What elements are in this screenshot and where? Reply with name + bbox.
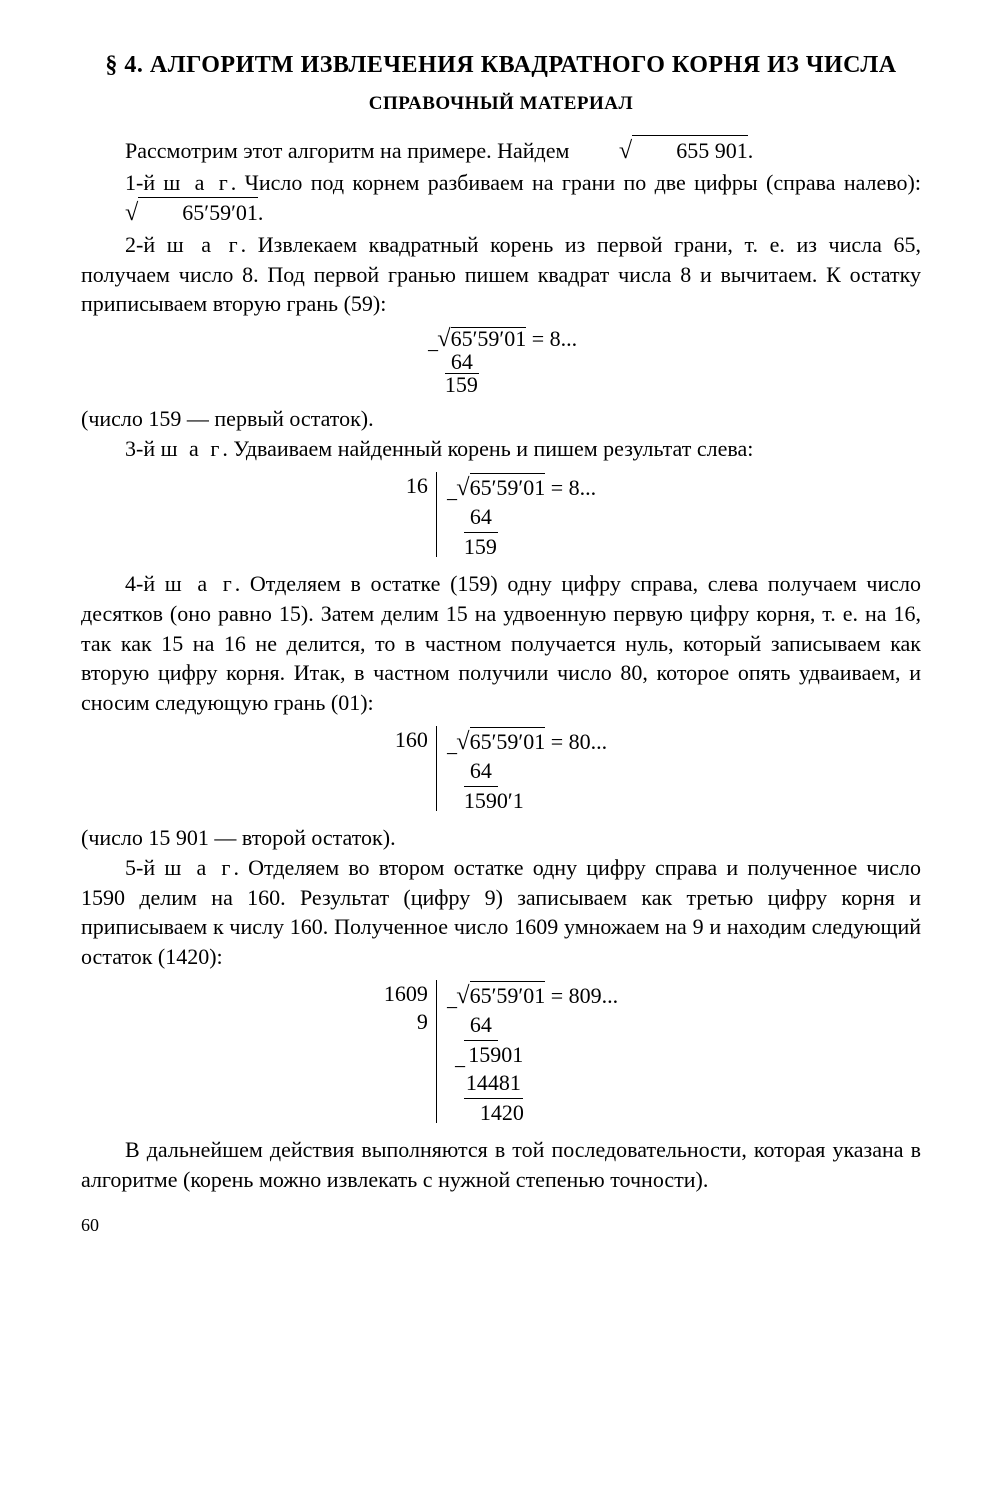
text: 4-й <box>125 571 165 596</box>
text: Рассмотрим этот алгоритм на примере. Най… <box>125 138 575 163</box>
paragraph: 3-й ш а г. Удваиваем найденный корень и … <box>81 434 921 464</box>
paragraph: 4-й ш а г. Отделяем в остатке (159) одну… <box>81 569 921 717</box>
step-label: ш а г <box>167 232 241 257</box>
paragraph: В дальнейшем действия выполняются в той … <box>81 1135 921 1194</box>
paragraph: (число 15 901 — второй остаток). <box>81 823 921 853</box>
text: 2-й <box>125 232 167 257</box>
paragraph: 5-й ш а г. Отделяем во втором остатке од… <box>81 853 921 972</box>
sqrt-expression: √655 901 <box>575 135 748 168</box>
text: . Число под корнем разбиваем на грани по… <box>231 170 921 195</box>
sqrt-expression: √65′59′01 <box>81 197 258 230</box>
text: . Удваиваем найденный корень и пишем рез… <box>222 436 753 461</box>
paragraph: (число 159 — первый остаток). <box>81 404 921 434</box>
text: 3-й <box>125 436 161 461</box>
step-label: ш а г <box>164 855 233 880</box>
calculation-2: 16 −√65′59′01 = 8... 64 159 <box>81 472 921 562</box>
calculation-4: 1609 9 −√65′59′01 = 809... 64 −15901 144… <box>81 980 921 1128</box>
calculation-3: 160 −√65′59′01 = 80... 64 1590′1 <box>81 726 921 816</box>
step-label: ш а г <box>161 436 223 461</box>
text: . <box>258 200 264 225</box>
paragraph: 2-й ш а г. Извлекаем квадратный корень и… <box>81 230 921 319</box>
page-title: § 4. АЛГОРИТМ ИЗВЛЕЧЕНИЯ КВАДРАТНОГО КОР… <box>81 50 921 81</box>
text: 1-й <box>125 170 163 195</box>
step-label: ш а г <box>165 571 235 596</box>
subtitle: СПРАВОЧНЫЙ МАТЕРИАЛ <box>81 91 921 117</box>
page-number: 60 <box>81 1213 921 1237</box>
step-label: ш а г <box>163 170 230 195</box>
paragraph: Рассмотрим этот алгоритм на примере. Най… <box>81 135 921 168</box>
text: . <box>748 138 754 163</box>
paragraph: 1-й ш а г. Число под корнем разбиваем на… <box>81 168 921 230</box>
calculation-1: −√65′59′01 = 8... 64 159 <box>81 327 921 396</box>
text: 5-й <box>125 855 164 880</box>
